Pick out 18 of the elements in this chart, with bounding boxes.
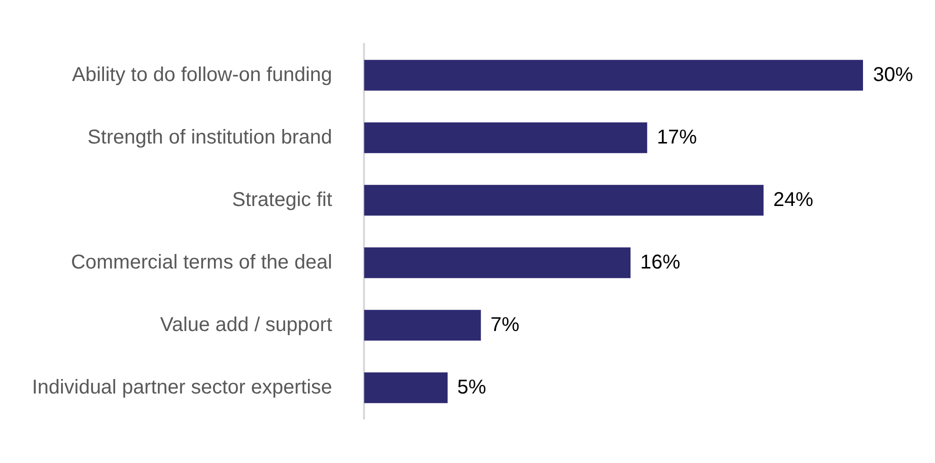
data-label: 24% <box>773 188 814 211</box>
data-label: 30% <box>873 64 914 86</box>
bar <box>364 247 631 278</box>
bar <box>364 60 863 91</box>
y-tick-label: Value add / support <box>160 314 333 336</box>
y-tick-label: Ability to do follow-on funding <box>72 64 332 86</box>
bar <box>364 310 481 341</box>
y-tick-label: Strength of institution brand <box>88 126 332 148</box>
bar <box>364 122 648 154</box>
data-label: 7% <box>490 314 520 336</box>
y-tick-label: Commercial terms of the deal <box>70 251 332 274</box>
y-tick-label: Strategic fit <box>232 188 333 211</box>
bar <box>364 184 764 216</box>
data-label: 5% <box>457 376 486 398</box>
y-tick-label: Individual partner sector expertise <box>32 376 332 398</box>
data-label: 17% <box>656 126 698 148</box>
bar <box>364 372 448 404</box>
data-label: 16% <box>640 251 680 274</box>
